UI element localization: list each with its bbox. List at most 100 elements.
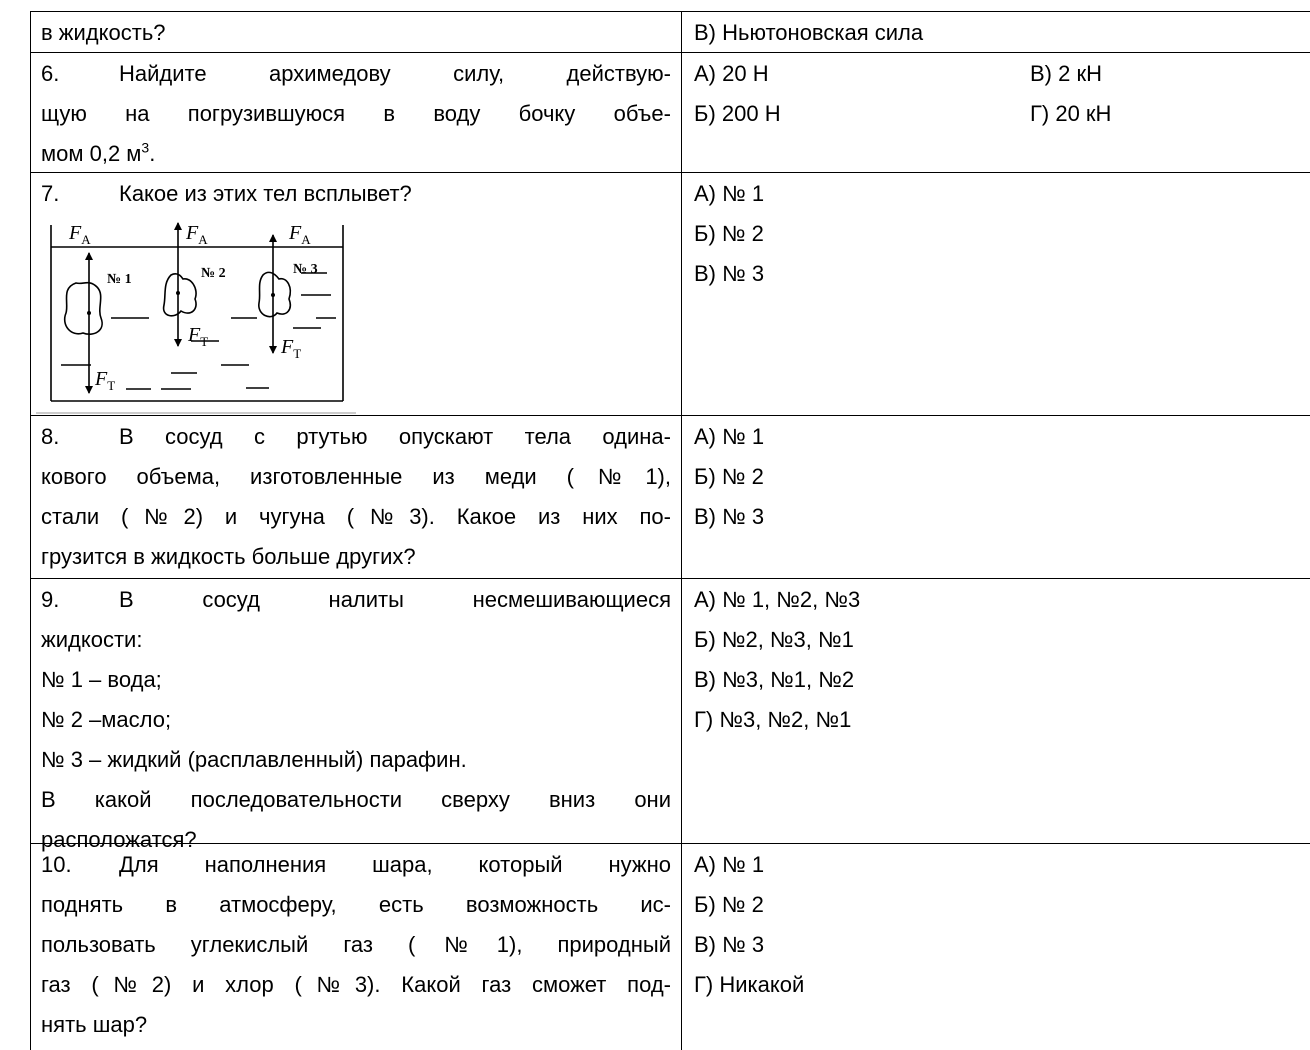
option: А) № 1, №2, №3 xyxy=(694,587,861,612)
text-line: № 2 –масло; xyxy=(41,700,671,740)
center-point xyxy=(87,311,91,315)
text-line: 6. Найдите архимедову силу, действую- xyxy=(41,54,671,94)
option-line: В) Ньютоновская сила xyxy=(694,13,1310,53)
text-line: В какой последовательности сверху вниз о… xyxy=(41,780,671,820)
table-row: 9. В сосуд налиты несмешивающиеся жидкости… xyxy=(30,578,1310,852)
force-index: Т xyxy=(107,378,115,393)
line-text-end: . xyxy=(149,141,156,166)
line-text: Найдите архимедову силу, действую- xyxy=(119,61,671,86)
table-row: 10. Для наполнения шара, который нужно под… xyxy=(30,843,1310,1050)
option: Г) 20 кН xyxy=(1030,101,1112,126)
option: А) № 1 xyxy=(694,181,765,206)
body-2 xyxy=(162,273,197,317)
body-label: № 2 xyxy=(201,266,226,281)
line-text: В какой последовательности сверху вниз о… xyxy=(41,787,671,812)
line-text: в жидкость? xyxy=(41,20,166,45)
line-text: нять шар? xyxy=(41,1012,148,1037)
option-row: А) 20 Н В) 2 кН xyxy=(694,54,1310,94)
option-line: Б) №2, №3, №1 xyxy=(694,620,1310,660)
gravity-label: FТ xyxy=(280,336,301,361)
option: Б) №2, №3, №1 xyxy=(694,627,854,652)
buoyancy-label: FА xyxy=(68,222,91,247)
option-line: А) № 1 xyxy=(694,174,1310,214)
text-line: № 1 – вода; xyxy=(41,660,671,700)
text-line: стали (№2) и чугуна (№3). Какое из них п… xyxy=(41,497,671,537)
line-text: щую на погрузившуюся в воду бочку объе- xyxy=(41,101,671,126)
option-line: Б) № 2 xyxy=(694,214,1310,254)
body-label: № 3 xyxy=(293,262,318,277)
option: Б) № 2 xyxy=(694,221,764,246)
table-row: 6. Найдите архимедову силу, действую-щую … xyxy=(30,52,1310,172)
option: Б) 200 Н xyxy=(694,101,781,126)
body-3 xyxy=(258,271,292,318)
text-line: в жидкость? xyxy=(41,13,671,53)
text-line: расположатся? xyxy=(41,820,671,860)
line-text: № 3 – жидкий (расплавленный) парафин. xyxy=(41,747,467,772)
option: В) № 3 xyxy=(694,932,765,957)
force-symbol: F xyxy=(94,368,108,390)
question-number: 9. xyxy=(41,587,60,612)
line-text: жидкости: xyxy=(41,627,143,652)
text-line: жидкости: xyxy=(41,620,671,660)
force-index: А xyxy=(81,232,91,247)
line-text: В сосуд с ртутью опускают тела одина- xyxy=(119,424,671,449)
line-text: газ (№2) и хлор (№3). Какой газ сможет п… xyxy=(41,972,671,997)
options-cell: А) № 1 Б) № 2 В) № 3 Г) Никакой xyxy=(682,844,1310,1050)
option-line: В) № 3 xyxy=(694,925,1310,965)
line-text: № 2 –масло; xyxy=(41,707,172,732)
line-text: В сосуд налиты несмешивающиеся xyxy=(119,587,671,612)
option: В) Ньютоновская сила xyxy=(694,20,924,45)
options-cell: А) 20 Н В) 2 кН Б) 200 Н Г) 20 кН xyxy=(682,53,1310,172)
table-row: 8. В сосуд с ртутью опускают тела одина-к… xyxy=(30,415,1310,578)
question-number: 7. xyxy=(41,181,60,206)
options-cell: А) № 1, №2, №3 Б) №2, №3, №1 В) №3, №1, №2… xyxy=(682,579,1310,843)
option-line: А) № 1, №2, №3 xyxy=(694,580,1310,620)
option-line: В) № 3 xyxy=(694,254,1310,294)
option: Б) № 2 xyxy=(694,892,764,917)
option-line: Г) №3, №2, №1 xyxy=(694,700,1310,740)
text-line: пользовать углекислый газ (№1), природны… xyxy=(41,925,671,965)
table-row: в жидкость? В) Ньютоновская сила xyxy=(30,11,1310,52)
question-number: 8. xyxy=(41,424,60,449)
text-line: поднять в атмосферу, есть возможность ис… xyxy=(41,885,671,925)
option-line: В) № 3 xyxy=(694,497,1310,537)
question-cell: 8. В сосуд с ртутью опускают тела одина-к… xyxy=(30,416,682,578)
text-line: 7. Какое из этих тел всплывет? xyxy=(41,174,671,214)
line-text: расположатся? xyxy=(41,827,197,852)
question-number: 6. xyxy=(41,61,60,86)
option: Г) №3, №2, №1 xyxy=(694,707,852,732)
question-number: 10. xyxy=(41,852,72,877)
center-point xyxy=(176,291,180,295)
question-cell: 6. Найдите архимедову силу, действую-щую … xyxy=(30,53,682,172)
buoyancy-label: FА xyxy=(185,222,208,247)
line-text: поднять в атмосферу, есть возможность ис… xyxy=(41,892,671,917)
buoyancy-label: FА xyxy=(288,222,311,247)
line-text: кового объема, изготовленные из меди (№1… xyxy=(41,464,671,489)
text-line: грузится в жидкость больше других? xyxy=(41,537,671,577)
option-line: А) № 1 xyxy=(694,845,1310,885)
option: В) № 3 xyxy=(694,261,765,286)
force-index: Т xyxy=(200,334,208,349)
option-line: Б) № 2 xyxy=(694,457,1310,497)
option: А) № 1 xyxy=(694,852,765,877)
force-symbol: F xyxy=(185,222,199,244)
gravity-label: FТ xyxy=(94,368,115,393)
force-symbol: F xyxy=(288,222,302,244)
body-1 xyxy=(64,281,103,335)
text-line: кового объема, изготовленные из меди (№1… xyxy=(41,457,671,497)
option: В) 2 кН xyxy=(1030,61,1102,86)
option: А) № 1 xyxy=(694,424,765,449)
option-line: А) № 1 xyxy=(694,417,1310,457)
option: В) №3, №1, №2 xyxy=(694,667,855,692)
force-symbol: F xyxy=(68,222,82,244)
text-line: мом 0,2 м3. xyxy=(41,134,671,174)
option-row: Б) 200 Н Г) 20 кН xyxy=(694,94,1310,134)
force-index: А xyxy=(301,232,311,247)
line-text: Какое из этих тел всплывет? xyxy=(119,181,412,206)
table-row: 7. Какое из этих тел всплывет? FА FА FА FТ FТ F… xyxy=(30,172,1310,415)
option-line: Б) № 2 xyxy=(694,885,1310,925)
question-cell: 7. Какое из этих тел всплывет? FА FА FА FТ FТ F… xyxy=(30,173,682,415)
text-line: 10. Для наполнения шара, который нужно xyxy=(41,845,671,885)
